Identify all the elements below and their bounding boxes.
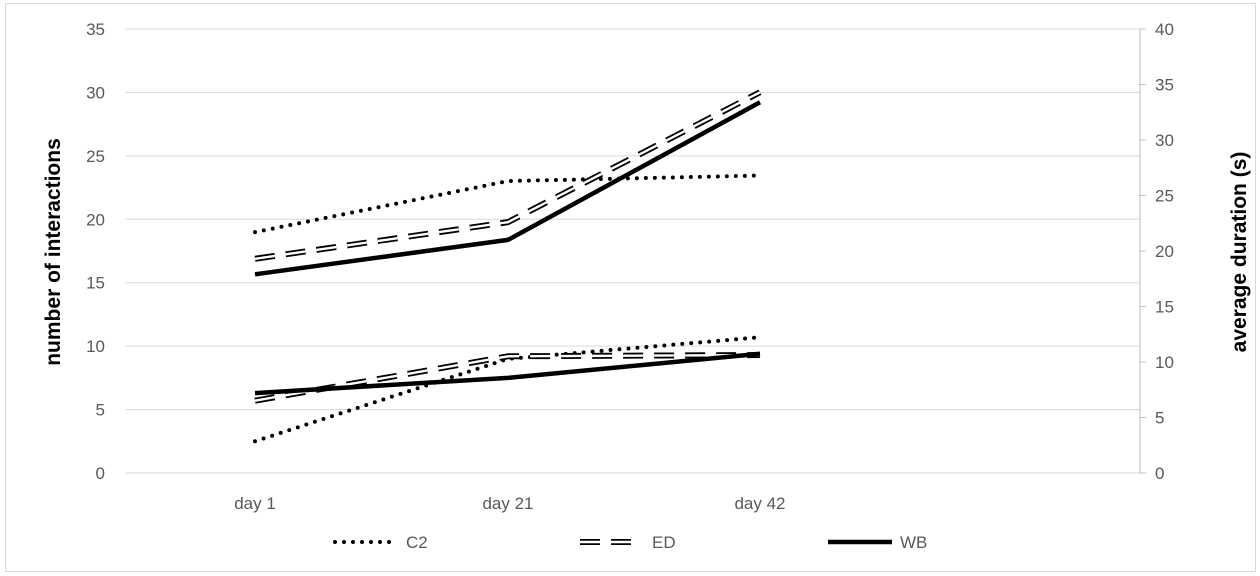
y-left-tick-label: 20 (86, 210, 105, 229)
x-axis-ticks: day 1 day 21 day 42 (234, 494, 785, 513)
y-left-tick-label: 30 (86, 83, 105, 102)
y-right-tick-label: 10 (1155, 353, 1174, 372)
y-left-tick-label: 0 (96, 464, 105, 483)
y-right-tick-label: 15 (1155, 298, 1174, 317)
legend-c2-label: C2 (406, 533, 428, 552)
chart-frame (5, 3, 1256, 572)
legend-wb-label: WB (900, 533, 927, 552)
gridlines (125, 28, 1140, 474)
y-right-tick-label: 5 (1155, 409, 1164, 428)
series-ed-interactions-line (254, 352, 761, 404)
series-lines (253, 89, 762, 444)
y-left-tick-label: 5 (96, 401, 105, 420)
y-left-tick-label: 10 (86, 337, 105, 356)
y-right-axis-title: average duration (s) (1228, 152, 1251, 353)
series-ed-interactions-line-core (254, 353, 761, 402)
legend-ed-label: ED (652, 533, 676, 552)
series-ed-duration-line-core (254, 91, 761, 260)
x-tick-label: day 42 (734, 494, 785, 513)
right-axis: 0 5 10 15 20 25 30 35 40 (1139, 20, 1174, 483)
legend: C2 ED WB (333, 533, 927, 552)
series-c2-interactions-line (253, 335, 762, 444)
y-left-tick-label: 25 (86, 147, 105, 166)
y-right-tick-label: 20 (1155, 242, 1174, 261)
y-right-tick-label: 25 (1155, 187, 1174, 206)
y-left-axis-title: number of interactions (42, 138, 65, 366)
x-tick-label: day 21 (482, 494, 533, 513)
series-ed-duration-line (254, 89, 762, 262)
series-ed-duration-line-outline (254, 89, 762, 262)
y-left-tick-label: 15 (86, 274, 105, 293)
y-left-tick-label: 35 (86, 20, 105, 39)
series-wb-duration-line (254, 100, 762, 277)
x-tick-label: day 1 (234, 494, 276, 513)
y-right-tick-label: 40 (1155, 20, 1174, 39)
y-right-tick-label: 35 (1155, 76, 1174, 95)
left-axis-ticks: 0 5 10 15 20 25 30 35 (86, 20, 105, 483)
y-right-tick-label: 30 (1155, 131, 1174, 150)
y-right-tick-label: 0 (1155, 464, 1164, 483)
series-wb-interactions-line (254, 351, 761, 396)
